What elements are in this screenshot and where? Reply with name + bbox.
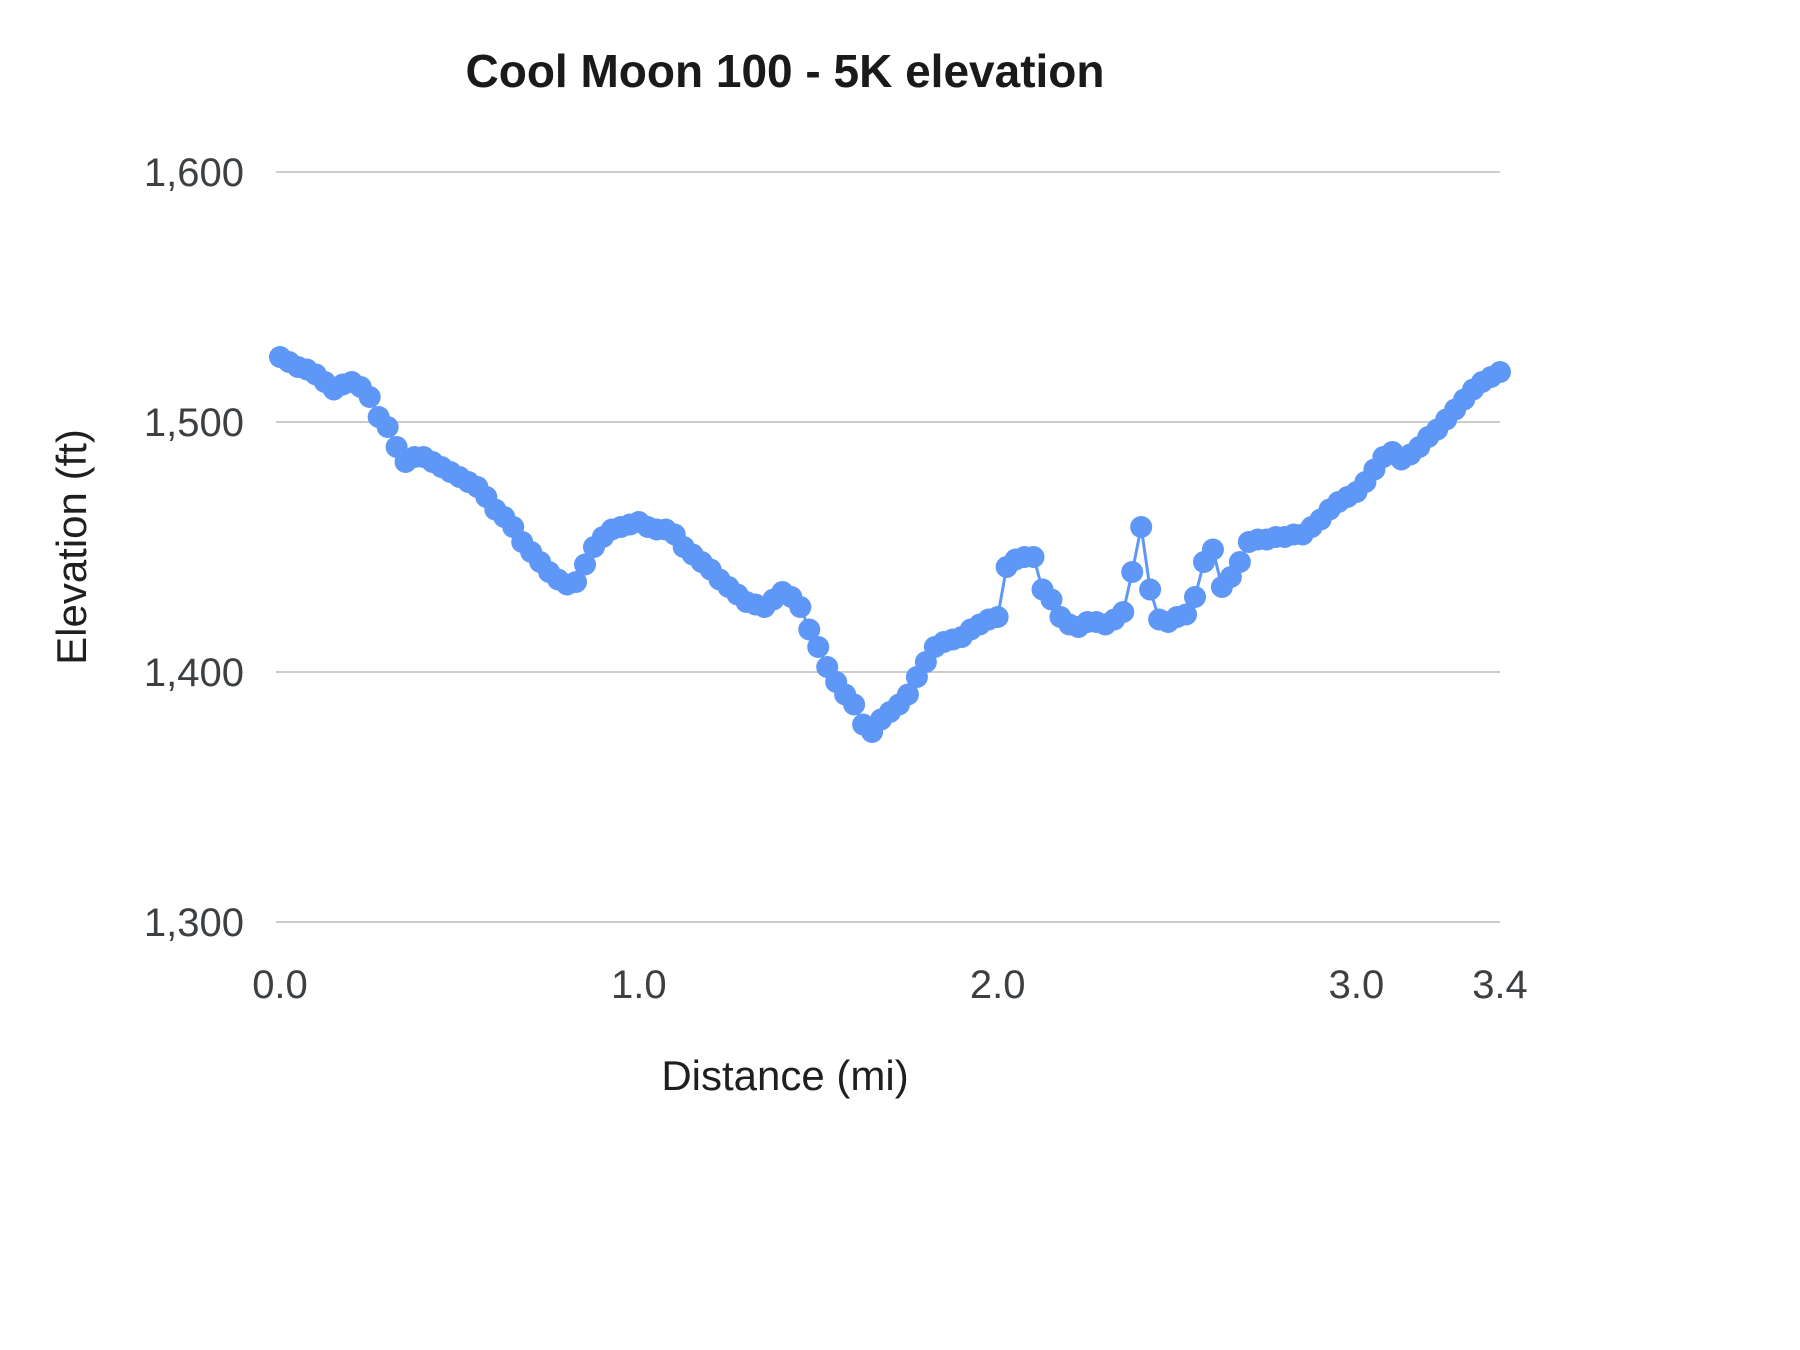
- x-tick-label: 1.0: [611, 963, 667, 1007]
- x-tick-label: 2.0: [970, 963, 1026, 1007]
- data-point: [986, 606, 1009, 628]
- data-point: [843, 693, 866, 716]
- data-point: [1228, 551, 1251, 573]
- elevation-series-line: [279, 355, 1501, 735]
- y-tick-label: 1,400: [144, 651, 244, 695]
- data-point: [1022, 546, 1045, 568]
- data-point: [807, 636, 830, 658]
- data-point: [1040, 588, 1063, 611]
- y-tick-label: 1,600: [144, 151, 244, 195]
- data-point: [1112, 601, 1135, 623]
- data-point: [798, 618, 821, 641]
- x-tick-label: 3.0: [1329, 963, 1385, 1007]
- y-tick-label: 1,500: [144, 401, 244, 445]
- data-point: [358, 386, 381, 408]
- x-axis-label: Distance (mi): [661, 1052, 909, 1099]
- data-point: [896, 683, 919, 706]
- data-point: [1139, 578, 1162, 601]
- data-point: [376, 416, 399, 438]
- data-point: [1184, 586, 1206, 608]
- data-point: [1130, 516, 1153, 538]
- x-tick-label: 0.0: [252, 963, 308, 1007]
- data-point: [1175, 603, 1198, 626]
- data-point: [1121, 561, 1144, 583]
- data-point: [789, 596, 812, 618]
- data-point: [574, 553, 596, 576]
- data-point: [1201, 538, 1224, 561]
- data-point: [565, 571, 588, 593]
- data-point: [1489, 361, 1511, 383]
- x-tick-label: 3.4: [1472, 963, 1528, 1007]
- y-tick-label: 1,300: [144, 901, 244, 945]
- chart-title: Cool Moon 100 - 5K elevation: [465, 45, 1105, 97]
